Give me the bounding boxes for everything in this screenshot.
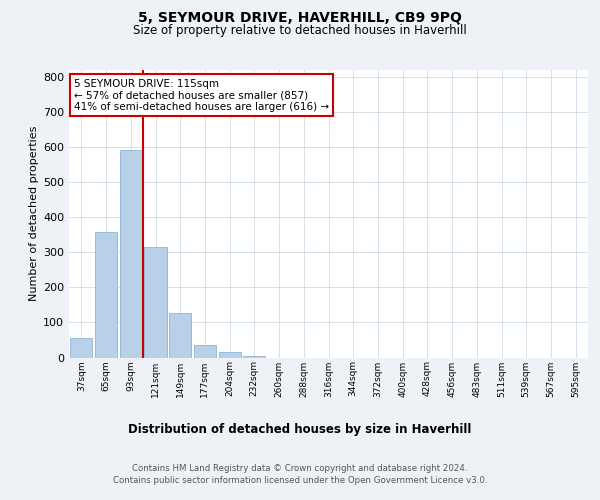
Y-axis label: Number of detached properties: Number of detached properties bbox=[29, 126, 39, 302]
Text: Size of property relative to detached houses in Haverhill: Size of property relative to detached ho… bbox=[133, 24, 467, 37]
Text: 5, SEYMOUR DRIVE, HAVERHILL, CB9 9PQ: 5, SEYMOUR DRIVE, HAVERHILL, CB9 9PQ bbox=[138, 11, 462, 25]
Bar bbox=[218, 352, 241, 358]
Bar bbox=[119, 150, 142, 358]
Bar bbox=[169, 312, 191, 358]
Bar bbox=[243, 356, 265, 358]
Text: Contains public sector information licensed under the Open Government Licence v3: Contains public sector information licen… bbox=[113, 476, 487, 485]
Bar bbox=[194, 345, 216, 358]
Text: Distribution of detached houses by size in Haverhill: Distribution of detached houses by size … bbox=[128, 422, 472, 436]
Text: Contains HM Land Registry data © Crown copyright and database right 2024.: Contains HM Land Registry data © Crown c… bbox=[132, 464, 468, 473]
Bar bbox=[95, 232, 117, 358]
Bar bbox=[70, 338, 92, 357]
Text: 5 SEYMOUR DRIVE: 115sqm
← 57% of detached houses are smaller (857)
41% of semi-d: 5 SEYMOUR DRIVE: 115sqm ← 57% of detache… bbox=[74, 78, 329, 112]
Bar bbox=[145, 247, 167, 358]
